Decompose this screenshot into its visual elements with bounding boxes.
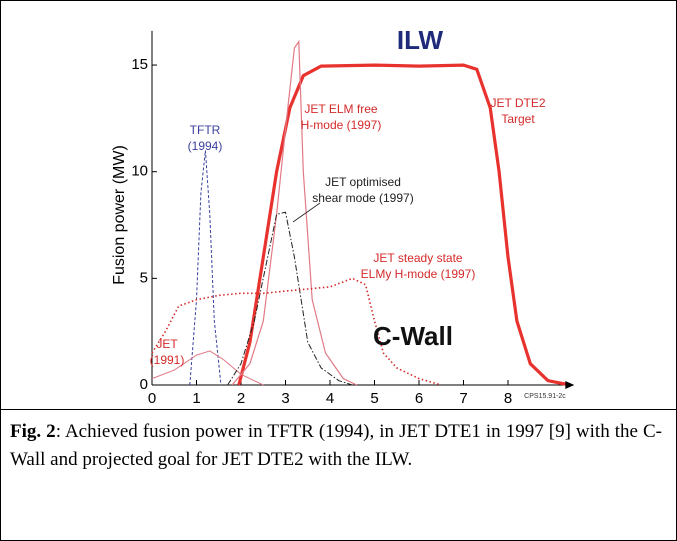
y-tick-label: 15 [131, 56, 148, 73]
annotation: JET [156, 337, 178, 351]
annotation: JET DTE2 [490, 96, 545, 110]
x-tick-label: 2 [237, 390, 245, 407]
series-line [237, 63, 571, 387]
annotation: shear mode (1997) [312, 191, 413, 205]
annotation: C-Wall [373, 321, 453, 351]
annotation: ELMy H-mode (1997) [361, 267, 476, 281]
annotation: CPS15.91-2c [524, 393, 566, 400]
x-tick-label: 3 [281, 390, 289, 407]
annotation: (1991) [150, 353, 185, 367]
x-tick-label: 1 [192, 390, 200, 407]
series-line [151, 277, 442, 386]
annotation: ILW [397, 25, 444, 55]
series-line [231, 39, 357, 386]
annotation: (1994) [188, 139, 223, 153]
caption-text: : Achieved fusion power in TFTR (1994), … [10, 421, 663, 470]
x-tick-label: 4 [326, 390, 334, 407]
x-tick-label: 8 [504, 390, 512, 407]
leader [292, 202, 321, 223]
x-tick-label: 0 [148, 390, 156, 407]
arrow-head [565, 381, 575, 389]
annotation: JET steady state [373, 251, 462, 265]
y-tick-label: 10 [131, 163, 148, 180]
caption: Fig. 2: Achieved fusion power in TFTR (1… [10, 418, 662, 474]
y-axis-label: Fusion power (MW) [111, 145, 128, 285]
x-tick-label: 7 [459, 390, 467, 407]
annotation: JET ELM free [304, 102, 377, 116]
y-tick-label: 0 [140, 376, 148, 393]
series-line [189, 150, 222, 386]
caption-label: Fig. 2 [10, 421, 56, 442]
series-line [227, 211, 353, 386]
annotation: JET optimised [325, 175, 401, 189]
x-tick-label: 6 [415, 390, 423, 407]
chart: 012345678051015Time (s)Fusion power (MW)… [111, 25, 575, 407]
annotation: Target [501, 112, 535, 126]
annotation: TFTR [190, 123, 221, 137]
x-tick-label: 5 [370, 390, 378, 407]
y-tick-label: 5 [140, 269, 148, 286]
annotation: H-mode (1997) [301, 118, 382, 132]
caption-separator [0, 409, 677, 410]
